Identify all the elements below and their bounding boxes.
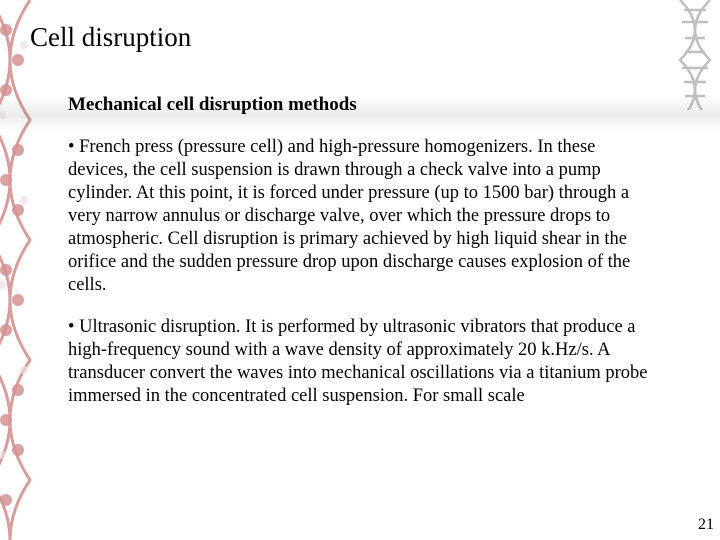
dna-deco-left-icon	[0, 0, 42, 540]
page-number: 21	[698, 516, 714, 534]
paragraph-1: • French press (pressure cell) and high-…	[68, 136, 660, 297]
slide-subtitle: Mechanical cell disruption methods	[68, 94, 357, 116]
dna-deco-right-icon	[630, 0, 720, 110]
slide-title: Cell disruption	[30, 22, 191, 53]
slide: Cell disruption Mechanical cell disrupti…	[0, 0, 720, 540]
paragraph-2: • Ultrasonic disruption. It is performed…	[68, 316, 660, 408]
